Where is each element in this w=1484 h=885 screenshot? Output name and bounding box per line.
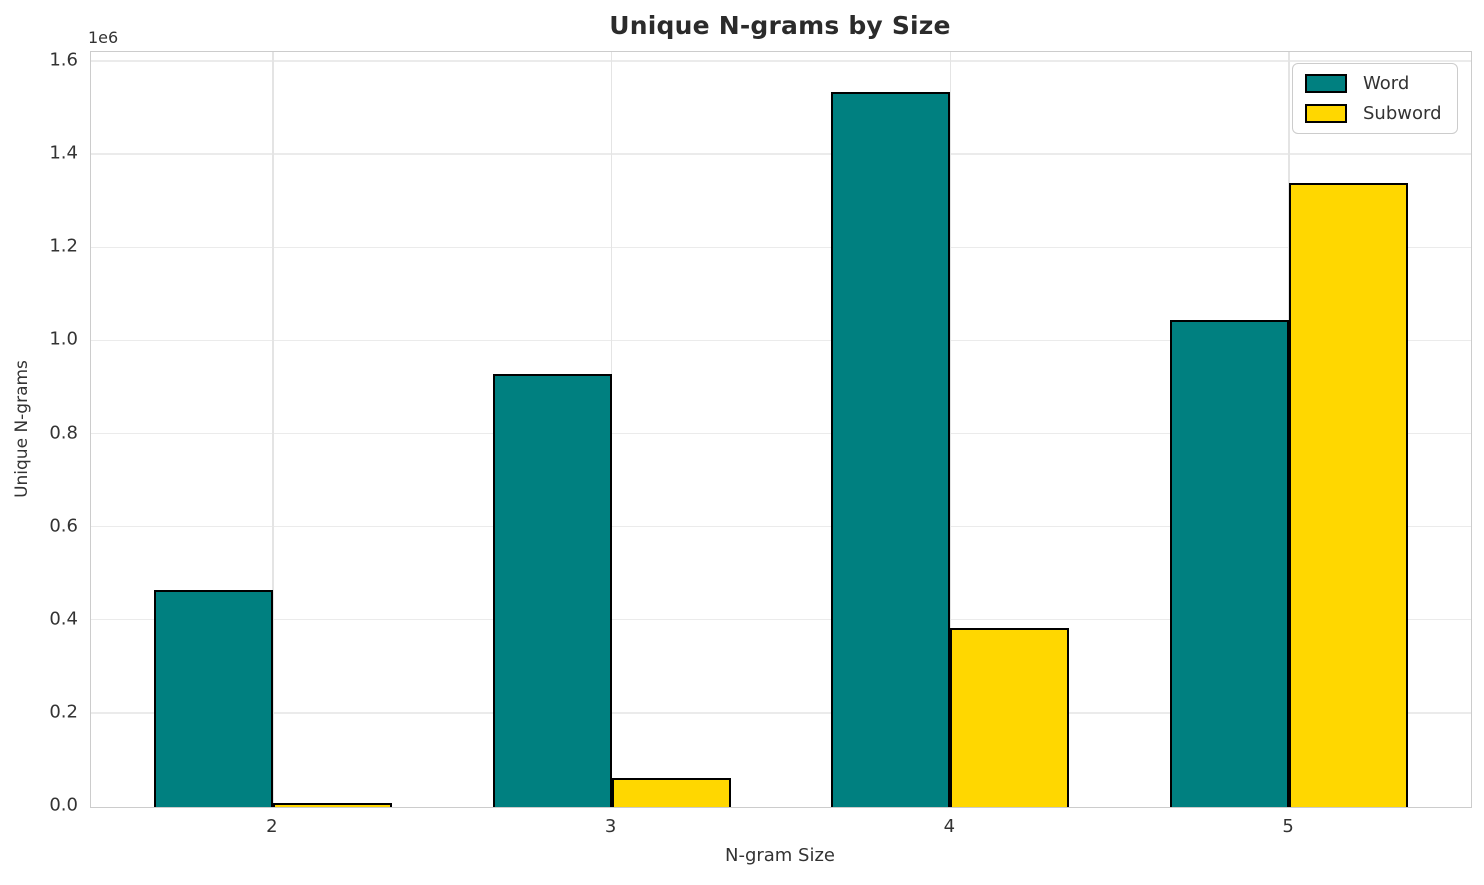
y-tick-0.4: 0.4: [49, 608, 78, 630]
legend-swatch-subword: [1305, 104, 1347, 123]
legend-item-word: Word: [1305, 73, 1445, 94]
gridline-y-0.4: [91, 619, 1471, 621]
y-tick-0.0: 0.0: [49, 794, 78, 816]
x-axis-label: N-gram Size: [724, 845, 836, 866]
gridline-y-1.4: [91, 153, 1471, 155]
gridline-y-0.8: [91, 432, 1471, 435]
y-tick-1.6: 1.6: [49, 49, 78, 71]
gridline-y-1.0: [91, 339, 1471, 342]
y-tick-1.0: 1.0: [49, 328, 78, 350]
chart-title: Unique N-grams by Size: [609, 11, 951, 40]
y-tick-1.2: 1.2: [49, 235, 78, 257]
bar-subword-5: [1289, 183, 1409, 807]
y-tick-1.4: 1.4: [49, 142, 78, 164]
legend-swatch-word: [1305, 74, 1347, 93]
bar-subword-4: [950, 627, 1070, 807]
gridline-y-0.6: [91, 525, 1471, 528]
y-tick-0.6: 0.6: [49, 515, 78, 537]
bar-word-2: [153, 590, 273, 807]
gridline-y-1.6: [91, 60, 1471, 62]
legend-label-word: Word: [1363, 73, 1410, 94]
bar-subword-2: [272, 803, 392, 807]
legend: Word Subword: [1292, 63, 1458, 134]
x-tick-2: 2: [266, 816, 278, 837]
x-tick-4: 4: [943, 816, 956, 837]
bar-word-4: [831, 92, 951, 807]
bar-subword-3: [611, 778, 731, 807]
y-tick-0.8: 0.8: [49, 422, 78, 443]
plot-area: [90, 51, 1472, 808]
y-axis-offset-label: 1e6: [88, 28, 119, 47]
x-tick-3: 3: [604, 816, 617, 837]
x-tick-5: 5: [1282, 816, 1294, 837]
gridline-y-1.2: [91, 246, 1471, 248]
gridline-y-0.2: [91, 712, 1471, 714]
bar-word-5: [1170, 320, 1290, 807]
legend-item-subword: Subword: [1305, 103, 1445, 124]
legend-label-subword: Subword: [1363, 103, 1442, 124]
y-tick-0.2: 0.2: [49, 701, 78, 723]
bar-word-3: [492, 373, 612, 807]
gridline-x-2: [272, 52, 274, 807]
